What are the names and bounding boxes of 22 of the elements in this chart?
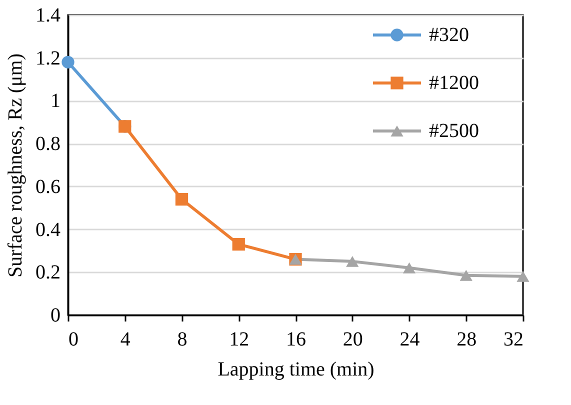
x-tick-label: 8 xyxy=(177,328,188,350)
x-tick-label: 0 xyxy=(68,328,78,350)
x-axis-title: Lapping time (min) xyxy=(218,358,374,380)
x-tick-label: 4 xyxy=(120,328,130,350)
x-tick-label: 24 xyxy=(400,328,420,350)
y-tick-label: 0.2 xyxy=(36,262,60,284)
x-tick-label: 32 xyxy=(504,328,524,350)
y-tick-label: 0.4 xyxy=(36,218,60,241)
y-tick-label: 1.4 xyxy=(36,4,60,26)
legend-label: #320 xyxy=(429,24,469,46)
x-tick-label: 20 xyxy=(342,328,363,350)
y-tick-label: 1.2 xyxy=(36,47,60,70)
y-tick-label: 0.6 xyxy=(36,176,60,198)
y-tick-label: 0.8 xyxy=(36,133,60,156)
y-tick-label: 1 xyxy=(50,90,60,112)
x-tick-label: 16 xyxy=(286,328,306,350)
y-tick-label: 0 xyxy=(50,304,60,326)
y-axis-title: Surface roughness, Rz (μm) xyxy=(4,54,26,278)
x-tick-label: 12 xyxy=(229,328,250,350)
legend-label: #2500 xyxy=(429,120,479,142)
x-tick-label: 28 xyxy=(456,328,477,350)
legend-label: #1200 xyxy=(429,72,479,94)
